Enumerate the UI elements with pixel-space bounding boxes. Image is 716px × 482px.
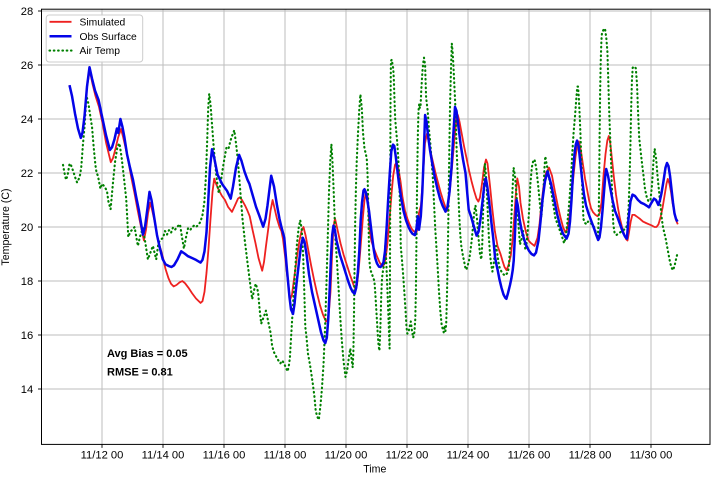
svg-text:11/22 00: 11/22 00 <box>386 450 429 462</box>
svg-text:11/12 00: 11/12 00 <box>81 450 124 462</box>
svg-text:Obs Surface: Obs Surface <box>80 32 138 43</box>
svg-text:18: 18 <box>21 276 33 288</box>
svg-text:Temperature (C): Temperature (C) <box>0 188 12 265</box>
svg-text:16: 16 <box>21 330 33 342</box>
svg-text:11/16 00: 11/16 00 <box>203 450 246 462</box>
svg-text:24: 24 <box>21 114 33 126</box>
svg-text:Time: Time <box>363 464 386 476</box>
svg-text:Avg Bias = 0.05: Avg Bias = 0.05 <box>107 348 188 360</box>
svg-text:28: 28 <box>21 6 33 18</box>
svg-text:14: 14 <box>21 384 33 396</box>
svg-text:11/28 00: 11/28 00 <box>569 450 612 462</box>
svg-text:11/30 00: 11/30 00 <box>630 450 673 462</box>
svg-text:22: 22 <box>21 168 33 180</box>
svg-text:RMSE = 0.81: RMSE = 0.81 <box>107 367 173 379</box>
svg-text:Air Temp: Air Temp <box>80 46 121 57</box>
svg-text:26: 26 <box>21 60 33 72</box>
svg-text:20: 20 <box>21 222 33 234</box>
svg-text:11/24 00: 11/24 00 <box>447 450 490 462</box>
svg-text:11/26 00: 11/26 00 <box>508 450 551 462</box>
svg-text:Simulated: Simulated <box>80 17 126 28</box>
svg-text:11/14 00: 11/14 00 <box>142 450 185 462</box>
svg-text:11/20 00: 11/20 00 <box>325 450 368 462</box>
svg-text:11/18 00: 11/18 00 <box>264 450 307 462</box>
